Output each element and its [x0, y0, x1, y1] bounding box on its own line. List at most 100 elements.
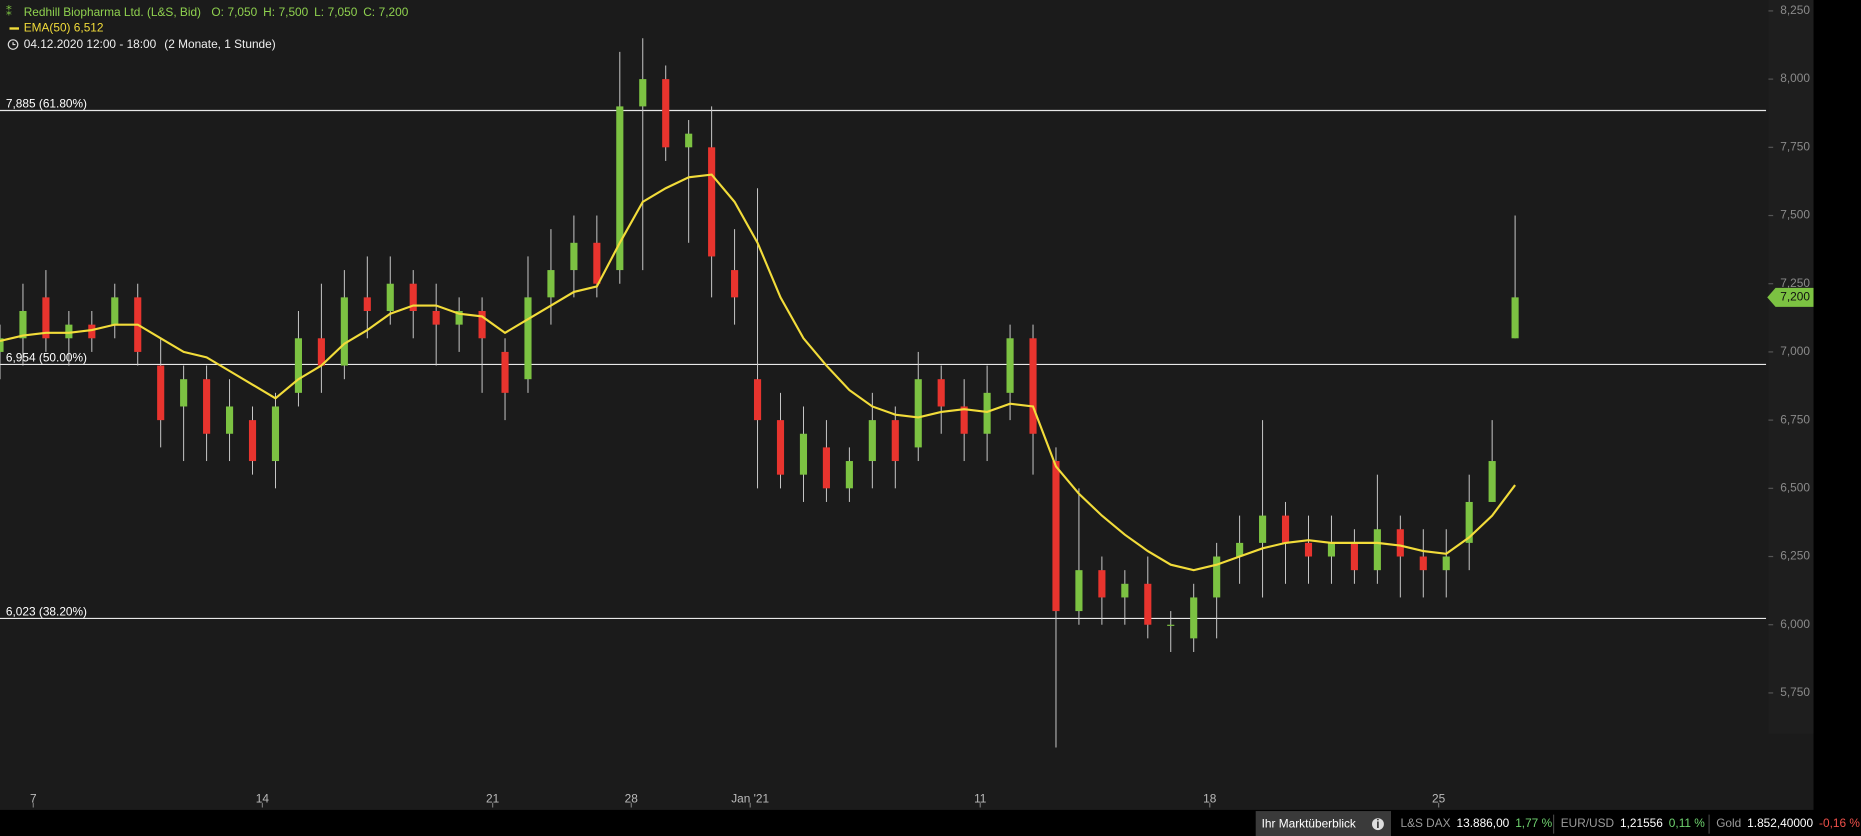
x-tick-label: 18 [1203, 791, 1217, 805]
candle-body [822, 447, 830, 489]
quote-price: 1.852,40000 [1747, 816, 1813, 830]
candle-body [547, 270, 555, 298]
instrument-name: Redhill Biopharma Ltd. (L&S, Bid) [24, 5, 201, 19]
period-label: (2 Monate, 1 Stunde) [164, 37, 275, 51]
level-label: 6,954 (50.00%) [6, 351, 87, 365]
candle-body [1259, 515, 1267, 543]
candle-body [317, 338, 325, 366]
candle-body [65, 324, 73, 339]
candle-body [248, 420, 257, 462]
candle-body [157, 365, 165, 421]
ohlc-value: 7,050 [328, 5, 358, 19]
candle-body [271, 406, 280, 462]
candle-body [1281, 515, 1290, 543]
y-tick-label: 8,250 [1780, 3, 1810, 17]
quote-name: EUR/USD [1561, 816, 1614, 830]
candle-body [340, 297, 348, 366]
candle-body [891, 420, 899, 462]
candle-body [386, 283, 394, 311]
candle-body [524, 297, 532, 380]
candle-body [1373, 529, 1381, 571]
candle-body [1511, 297, 1519, 339]
candle-body [1167, 624, 1175, 626]
quote: Gold 1.852,40000 -0,16 % [1716, 816, 1860, 830]
quote-name: Gold [1716, 816, 1741, 830]
x-tick-label: 21 [486, 791, 500, 805]
candle-body [708, 147, 716, 257]
x-tick-label: 11 [974, 791, 987, 805]
ema-line [0, 173, 1516, 572]
candle-body [776, 420, 785, 475]
x-tick-label: Jan '21 [731, 791, 769, 805]
footer: Ihr Marktüberblick i L&S DAX 13.886,00 1,77 … [1255, 811, 1860, 836]
plot: 5,750 6,000 6,250 6,500 6,750 7,000 7,250 7,500… [0, 3, 1814, 808]
candle-body [1350, 542, 1358, 571]
ema-swatch [9, 27, 19, 30]
info-glyph: i [1376, 817, 1379, 831]
market-button[interactable] [1255, 811, 1392, 836]
quote-change: 1,77 % [1515, 816, 1552, 830]
ohlc-key: C: [363, 5, 375, 19]
candle-body [88, 324, 96, 339]
candle-body [845, 461, 853, 489]
clock-hand [12, 42, 16, 46]
quote-price: 13.886,00 [1457, 816, 1510, 830]
candle-body [1213, 556, 1221, 598]
candle-body [1327, 542, 1336, 557]
plot-area [0, 0, 1814, 810]
time-line: 04.12.2020 12:00 - 18:00 (2 Monate, 1 St… [24, 37, 276, 51]
candle-body [111, 297, 119, 325]
x-tick-label: 14 [256, 791, 270, 805]
ohlc-key: H: [263, 5, 275, 19]
instrument-icon: ⁑ [6, 5, 12, 19]
candle-body [180, 379, 188, 407]
candle-body [983, 392, 991, 434]
quote: EUR/USD 1,21556 0,11 % [1561, 816, 1706, 830]
ohlc-value: 7,050 [228, 5, 258, 19]
ohlc-key: O: [211, 5, 224, 19]
candle-body [1098, 570, 1106, 598]
candle-body [753, 379, 762, 421]
level-label: 7,885 (61.80%) [6, 97, 87, 111]
market-button-label[interactable]: Ihr Marktüberblick [1262, 816, 1356, 830]
candle-body [501, 351, 509, 393]
quote-change: 0,11 % [1669, 816, 1705, 830]
candle-body [1442, 556, 1450, 571]
candle-body [432, 310, 440, 325]
y-tick-label: 7,750 [1780, 139, 1810, 153]
quote-price: 1,21556 [1620, 816, 1663, 830]
candle-body [294, 338, 302, 393]
level-label: 6,023 (38.20%) [6, 605, 87, 619]
candle-body [593, 242, 601, 284]
x-tick-label: 25 [1432, 791, 1446, 805]
candle-body [409, 283, 417, 311]
candle-body [225, 406, 234, 434]
candle-body [1029, 338, 1037, 434]
ohlc-value: 7,500 [279, 5, 309, 19]
last-price-tag [1767, 287, 1814, 307]
ema-value: 6,512 [74, 21, 104, 35]
candle-body [868, 420, 876, 462]
candle-body [42, 297, 50, 339]
info-icon[interactable] [1372, 818, 1384, 831]
y-tick-label: 7,250 [1780, 276, 1810, 290]
candle-body [363, 297, 371, 311]
candle-body [799, 433, 808, 475]
candle-body [1488, 461, 1496, 502]
candle-body [1304, 542, 1313, 557]
candle-body [203, 379, 211, 434]
candle-body [1236, 542, 1244, 557]
y-tick-label: 8,000 [1780, 71, 1810, 85]
x-tick-label: 7 [30, 791, 37, 805]
candle-body [1121, 583, 1129, 598]
quote-name: L&S DAX [1400, 816, 1450, 830]
y-tick-label: 6,250 [1780, 549, 1810, 563]
y-tick-label: 7,000 [1780, 344, 1810, 358]
candle-body [731, 270, 739, 298]
candle-body [1396, 529, 1404, 557]
y-tick-label: 6,500 [1780, 480, 1810, 494]
price-axis [1768, 0, 1814, 734]
time-label: 04.12.2020 12:00 - 18:00 [24, 37, 157, 51]
ema-name: EMA(50) [24, 21, 71, 35]
